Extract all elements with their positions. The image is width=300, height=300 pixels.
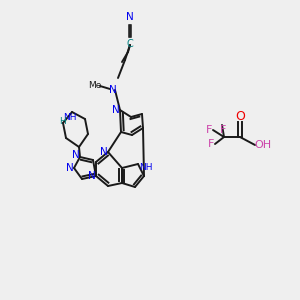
- Text: N: N: [126, 12, 134, 22]
- Text: F: F: [220, 125, 226, 135]
- Text: OH: OH: [254, 140, 272, 150]
- Text: F: F: [208, 139, 214, 149]
- Text: C: C: [127, 39, 134, 49]
- Text: NH: NH: [63, 113, 77, 122]
- Text: NH: NH: [139, 163, 153, 172]
- Text: Me: Me: [88, 80, 102, 89]
- Text: H: H: [60, 118, 66, 127]
- Text: N: N: [100, 147, 108, 157]
- Text: O: O: [235, 110, 245, 124]
- Text: N: N: [72, 150, 80, 160]
- Text: N: N: [66, 163, 74, 173]
- Text: N: N: [109, 85, 117, 95]
- Text: N: N: [112, 105, 120, 115]
- Text: N: N: [88, 171, 96, 181]
- Text: F: F: [206, 125, 212, 135]
